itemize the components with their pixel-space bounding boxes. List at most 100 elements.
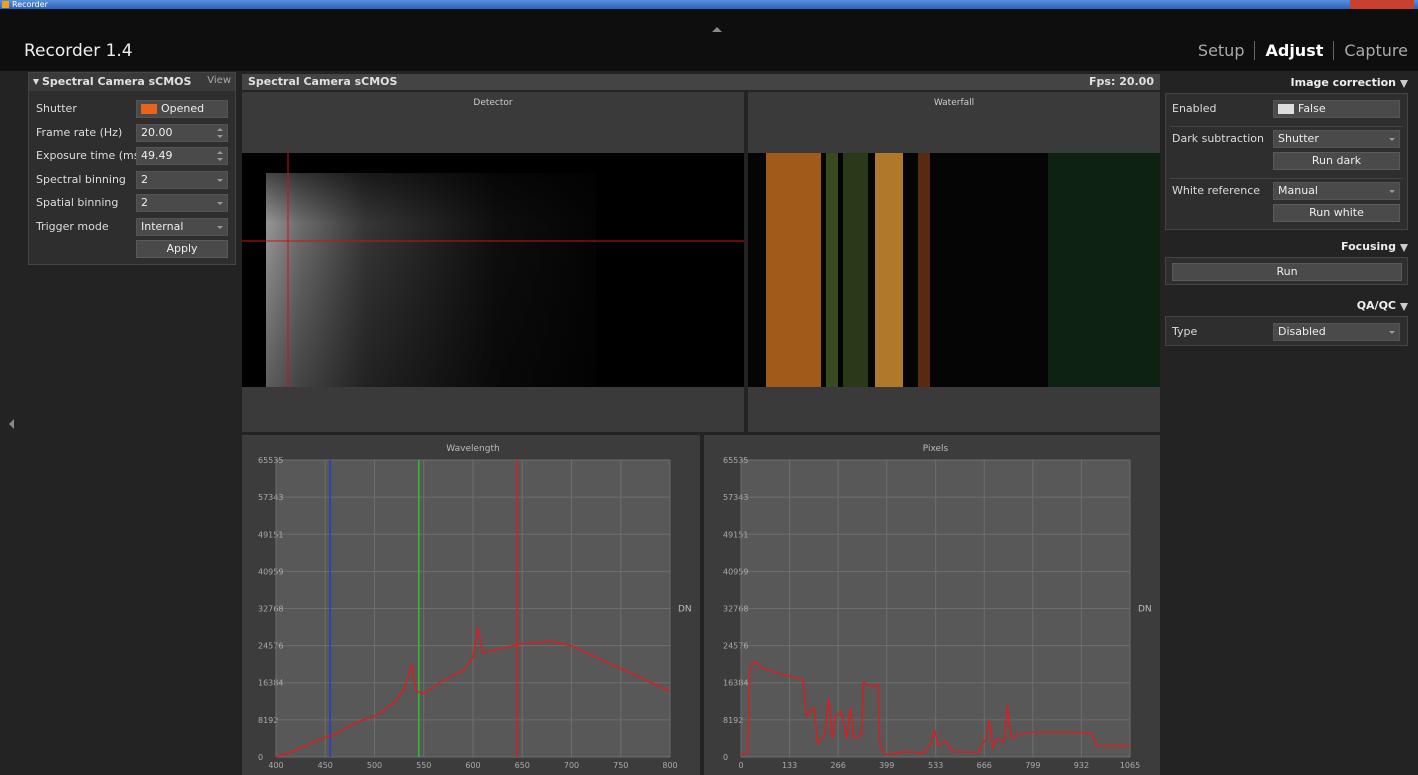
tab[interactable]: Capture [1333, 41, 1418, 60]
dropdown-arrow [217, 202, 223, 205]
section-box: Type Disabled [1165, 316, 1408, 346]
y-axis-label: DN [678, 605, 692, 615]
detector-title: Detector [473, 98, 513, 108]
detector-panel: Detector [242, 92, 744, 432]
fps: Fps: 20.00 [1089, 75, 1154, 88]
window-title: Recorder [12, 0, 48, 9]
row-label: Trigger mode [36, 219, 109, 233]
section-triangle[interactable] [1400, 80, 1408, 88]
y-tick-label: 65535 [258, 456, 283, 465]
tab[interactable]: Setup [1197, 41, 1245, 60]
chart-title: Wavelength [446, 444, 499, 454]
chart: Wavelength DN 0 8192 16384 24576 32768 40959 491… [242, 435, 700, 775]
control-select[interactable]: 2 [136, 194, 228, 212]
divider [1170, 178, 1403, 179]
waterfall-panel: Waterfall [748, 92, 1160, 432]
x-tick-label: 650 [515, 761, 530, 770]
left-panel: Spectral Camera sCMOS View Shutter Opened… [28, 72, 236, 265]
chart: Pixels DN 0 8192 16384 24576 32768 40959 49151 57… [704, 435, 1160, 775]
control-select[interactable]: Shutter [1273, 130, 1400, 148]
section-header: QA/QC [1356, 299, 1396, 312]
y-tick-label: 0 [723, 753, 728, 762]
dropdown-arrow [1389, 190, 1395, 193]
y-tick-label: 57343 [723, 493, 748, 502]
expand-triangle[interactable] [33, 79, 39, 85]
control-value: 49.49 [141, 149, 173, 162]
tab[interactable]: Adjust [1254, 41, 1333, 60]
row-label: Spatial binning [36, 196, 119, 209]
x-tick-label: 750 [613, 761, 628, 770]
control-select[interactable]: Internal [136, 217, 228, 236]
row-label: White reference [1172, 184, 1261, 197]
collapse-arrow[interactable] [712, 27, 722, 32]
x-tick-label: 799 [1025, 761, 1040, 770]
y-tick-label: 0 [258, 753, 263, 762]
y-tick-label: 57343 [258, 493, 283, 502]
view-link[interactable]: View [207, 75, 231, 86]
control-spin[interactable]: 49.49 [136, 147, 228, 165]
x-tick-label: 0 [738, 761, 743, 770]
button[interactable]: Run white [1273, 204, 1400, 222]
button[interactable]: Apply [136, 240, 228, 258]
control-spin[interactable]: 20.00 [136, 123, 228, 142]
x-tick-label: 550 [416, 761, 431, 770]
row-label: Type [1172, 325, 1198, 338]
y-tick-label: 24576 [723, 642, 748, 651]
x-tick-label: 399 [879, 761, 894, 770]
control-select[interactable]: Disabled [1273, 323, 1400, 341]
y-tick-label: 65535 [723, 456, 748, 465]
right-panel: Image correction Enabled False Dark subtrac… [1165, 72, 1410, 775]
y-tick-label: 8192 [258, 716, 278, 725]
swatch [141, 104, 157, 114]
row-label: Enabled [1172, 102, 1217, 115]
y-tick-label: 40959 [723, 567, 748, 576]
x-tick-label: 600 [465, 761, 480, 770]
data-line [740, 660, 1130, 756]
header: Recorder 1.4 Setup Adjust Capture [0, 9, 1418, 71]
divider [1170, 126, 1403, 127]
x-tick-label: 500 [367, 761, 382, 770]
window-buttons[interactable] [1350, 0, 1414, 9]
y-tick-label: 8192 [723, 716, 743, 725]
control-value: Opened [161, 102, 205, 115]
x-tick-label: 800 [662, 761, 677, 770]
control-value: 20.00 [141, 125, 173, 139]
button[interactable]: Run [1172, 263, 1402, 281]
control-value: Shutter [1278, 132, 1319, 145]
section-box: Enabled False Dark subtraction Shutter Run d… [1165, 93, 1408, 230]
center-header: Spectral Camera sCMOS Fps: 20.00 [242, 74, 1160, 90]
section-triangle[interactable] [1400, 303, 1408, 311]
tabs: Setup Adjust Capture [1188, 41, 1418, 60]
x-tick-label: 450 [318, 761, 333, 770]
title-bar: Recorder [0, 0, 1418, 9]
section-triangle[interactable] [1400, 244, 1408, 252]
data-line [275, 627, 671, 758]
button[interactable]: Run dark [1273, 152, 1400, 170]
x-tick-label: 400 [268, 761, 283, 770]
x-tick-label: 700 [564, 761, 579, 770]
y-tick-label: 32768 [258, 604, 283, 613]
row-label: Exposure time (ms) [36, 149, 144, 162]
control-value: 2 [141, 196, 148, 209]
section-box: Run [1165, 257, 1408, 285]
y-tick-label: 32768 [723, 604, 748, 613]
dropdown-arrow [217, 178, 223, 182]
panel-header: Spectral Camera sCMOS View [29, 73, 235, 91]
dropdown-arrow [1389, 331, 1395, 334]
control-toggle[interactable]: Opened [136, 100, 228, 118]
y-tick-label: 40959 [258, 567, 283, 576]
spin-up [217, 151, 223, 154]
control-select[interactable]: 2 [136, 170, 228, 189]
control-select[interactable]: Manual [1273, 182, 1400, 200]
side-arrow[interactable] [9, 419, 14, 429]
dropdown-arrow [217, 225, 223, 229]
row-label: Frame rate (Hz) [36, 125, 123, 139]
spin-up [217, 127, 223, 131]
control-value: 2 [141, 172, 148, 186]
app-icon [2, 1, 9, 8]
control-check[interactable]: False [1273, 100, 1400, 118]
control-value: Internal [141, 219, 184, 233]
section-header: Image correction [1290, 76, 1396, 89]
